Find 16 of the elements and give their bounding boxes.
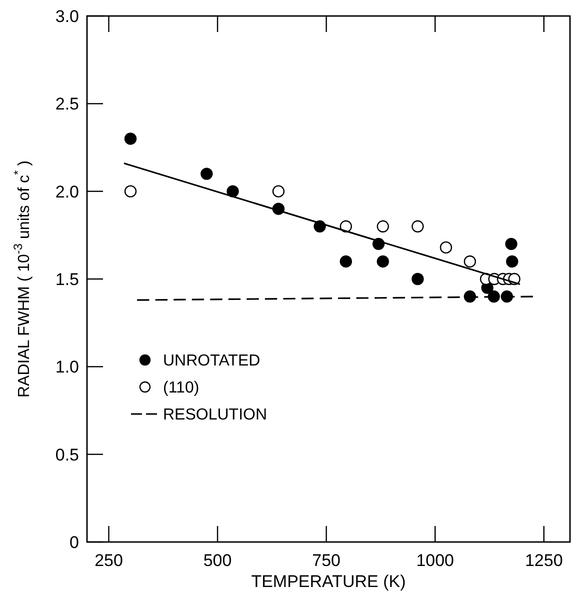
x-tick-label: 500: [203, 551, 232, 570]
y-tick-label: 0.5: [55, 445, 79, 464]
x-tick-label: 750: [312, 551, 341, 570]
legend-label: (110): [163, 380, 200, 397]
y-tick-label: 1.5: [55, 270, 79, 289]
x-axis-title: TEMPERATURE (K): [251, 572, 406, 591]
legend-label: RESOLUTION: [163, 406, 268, 424]
y-tick-label: 2.5: [55, 94, 79, 114]
y-tick-label: 1.0: [55, 358, 79, 377]
y-tick-label: 2.0: [55, 182, 79, 202]
x-tick-label: 250: [94, 551, 123, 570]
y-tick-label: 3.0: [55, 6, 79, 26]
y-tick-label: 0: [70, 532, 79, 552]
x-tick-label: 1250: [524, 551, 563, 570]
legend-label: UNROTATED: [163, 352, 260, 370]
x-tick-label: 1000: [416, 551, 454, 570]
